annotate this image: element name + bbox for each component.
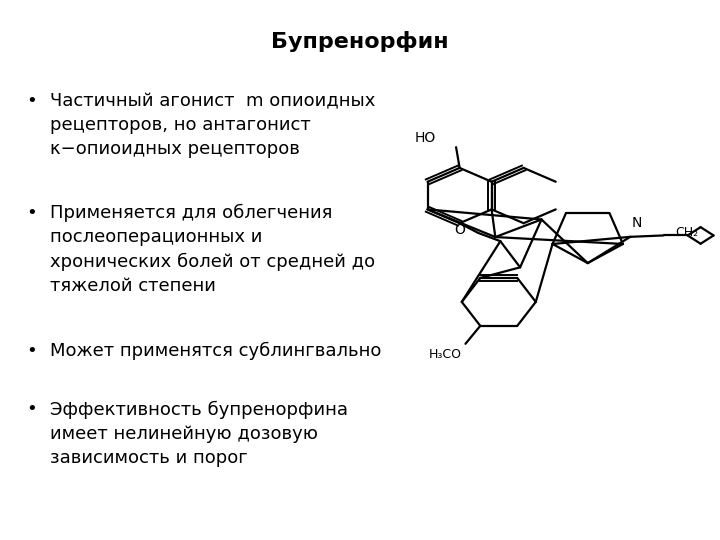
Text: •: •	[26, 342, 37, 360]
Text: H₃CO: H₃CO	[429, 348, 462, 361]
Text: Бупренорфин: Бупренорфин	[271, 31, 449, 52]
Text: •: •	[26, 400, 37, 418]
Text: N: N	[631, 217, 642, 231]
Text: O: O	[454, 223, 465, 237]
Text: CH₂: CH₂	[675, 226, 698, 239]
Text: •: •	[26, 92, 37, 110]
Text: Частичный агонист  m опиоидных
рецепторов, но антагонист
κ−опиоидных рецепторов: Частичный агонист m опиоидных рецепторов…	[50, 92, 376, 159]
Text: Применяется для облегчения
послеоперационных и
хронических болей от средней до
т: Применяется для облегчения послеоперацио…	[50, 204, 376, 295]
Text: •: •	[26, 204, 37, 221]
Text: HO: HO	[415, 131, 436, 145]
Text: Эффективность бупренорфина
имеет нелинейную дозовую
зависимость и порог: Эффективность бупренорфина имеет нелиней…	[50, 400, 348, 467]
Text: Может применятся сублингвально: Может применятся сублингвально	[50, 342, 382, 360]
